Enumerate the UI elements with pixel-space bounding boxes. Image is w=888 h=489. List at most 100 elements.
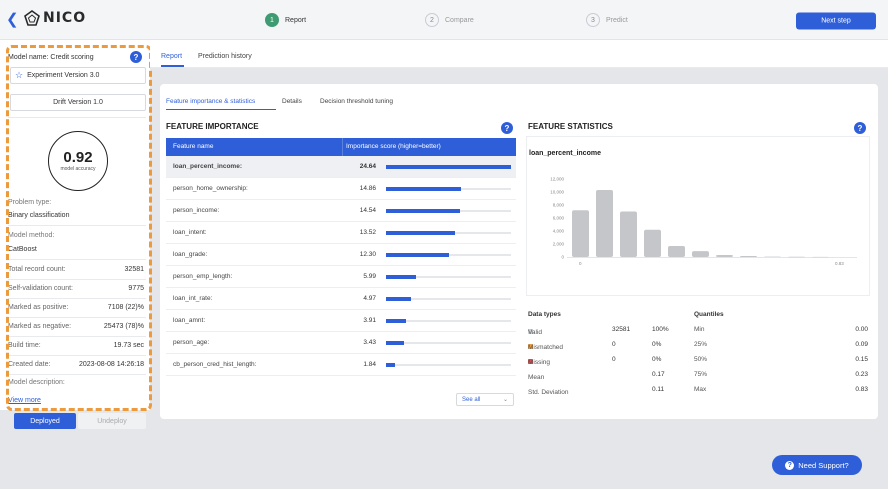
- step-report[interactable]: 1 Report: [265, 13, 306, 27]
- brand-name: NICO: [43, 10, 87, 26]
- report-card: Feature importance & statistics Details …: [160, 84, 878, 419]
- data-types-header: Data types: [528, 311, 561, 318]
- table-row[interactable]: loan_intent: 13.52: [166, 222, 516, 244]
- x-tick-label: 0: [579, 261, 582, 266]
- stat-percent: 0%: [652, 356, 662, 363]
- subtab-decision-threshold[interactable]: Decision threshold tuning: [320, 98, 393, 105]
- model-method-value: CatBoost: [8, 246, 37, 253]
- stat-percent: 100%: [652, 326, 669, 333]
- importance-value: 4.97: [363, 295, 376, 302]
- stat-type: Mean: [528, 374, 545, 381]
- quantile-label: Min: [694, 326, 705, 333]
- stat-count: 0: [612, 356, 616, 363]
- table-row[interactable]: loan_amnt: 3.91: [166, 310, 516, 332]
- y-tick-label: 12,000: [550, 177, 564, 182]
- feature-importance-title: FEATURE IMPORTANCE: [166, 122, 259, 131]
- stat-value: 9775: [128, 285, 144, 292]
- back-arrow-icon[interactable]: ❮: [6, 11, 19, 28]
- divider: [8, 225, 146, 226]
- histogram-feature-name: loan_percent_income: [529, 150, 601, 157]
- table-row[interactable]: person_home_ownership: 14.86: [166, 178, 516, 200]
- table-row[interactable]: cb_person_cred_hist_length: 1.84: [166, 354, 516, 376]
- importance-value: 24.64: [359, 163, 376, 170]
- importance-value: 13.52: [359, 229, 376, 236]
- stats-row: Missing 0 0% 50% 0.15: [528, 353, 868, 368]
- undeploy-button[interactable]: Undeploy: [78, 413, 146, 429]
- col-importance-score: Importance score (higher=better): [346, 143, 441, 150]
- step-label: Compare: [445, 16, 474, 24]
- importance-bar: [386, 319, 406, 323]
- importance-bar-track: [386, 209, 511, 213]
- importance-value: 5.99: [363, 273, 376, 280]
- stat-type: Valid: [528, 329, 542, 336]
- quantile-label: Max: [694, 386, 707, 393]
- y-tick-label: 10,000: [550, 190, 564, 195]
- feature-name: loan_percent_income:: [173, 163, 242, 170]
- help-icon[interactable]: ?: [501, 122, 513, 134]
- divider: [8, 298, 146, 299]
- next-step-button[interactable]: Next step: [796, 12, 876, 30]
- stat-percent: 0.11: [652, 386, 665, 393]
- histogram-bar: [644, 229, 661, 257]
- status-dot-icon: [528, 359, 533, 364]
- table-row[interactable]: loan_grade: 12.30: [166, 244, 516, 266]
- tab-prediction-history[interactable]: Prediction history: [198, 53, 252, 60]
- active-tab-indicator: [161, 65, 184, 67]
- feature-name: person_home_ownership:: [173, 185, 248, 192]
- quantile-value: 0.15: [855, 356, 868, 363]
- histogram-bar: [716, 255, 733, 257]
- drift-version-box[interactable]: Drift Version 1.0: [10, 94, 146, 111]
- accuracy-value: 0.92: [63, 149, 93, 166]
- step-compare[interactable]: 2 Compare: [425, 13, 474, 27]
- accuracy-label: model accuracy: [60, 166, 96, 172]
- experiment-version-box[interactable]: ☆ Experiment Version 3.0: [10, 67, 146, 84]
- feature-name: cb_person_cred_hist_length:: [173, 361, 257, 368]
- help-icon[interactable]: ?: [130, 51, 142, 63]
- divider: [8, 355, 146, 356]
- table-row[interactable]: person_age: 3.43: [166, 332, 516, 354]
- accuracy-circle: 0.92 model accuracy: [48, 131, 108, 191]
- stat-row: Self-validation count: 9775: [8, 285, 144, 292]
- subtab-feature-importance[interactable]: Feature importance & statistics: [166, 98, 256, 105]
- stat-value: 25473 (78)%: [103, 323, 144, 330]
- see-all-dropdown[interactable]: See all ⌄: [456, 393, 514, 406]
- divider: [8, 279, 146, 280]
- model-method-label: Model method:: [8, 232, 55, 239]
- feature-name: loan_amnt:: [173, 317, 206, 324]
- importance-bar: [386, 253, 449, 257]
- tab-report[interactable]: Report: [161, 53, 183, 60]
- stats-row: Mean 0.17 75% 0.23: [528, 368, 868, 383]
- stats-header-row: Data types Quantiles: [528, 308, 868, 323]
- subtab-details[interactable]: Details: [282, 98, 302, 105]
- view-more-link[interactable]: View more: [8, 397, 41, 404]
- chevron-down-icon: ⌄: [502, 397, 508, 403]
- help-icon[interactable]: ?: [854, 122, 866, 134]
- importance-bar: [386, 231, 455, 235]
- table-row[interactable]: person_income: 14.54: [166, 200, 516, 222]
- table-row[interactable]: loan_percent_income: 24.64: [166, 156, 516, 178]
- step-number: 3: [586, 13, 600, 27]
- step-label: Predict: [606, 16, 628, 24]
- table-row[interactable]: person_emp_length: 5.99: [166, 266, 516, 288]
- stat-type: Mismatched: [528, 344, 564, 351]
- histogram-bar: [620, 211, 637, 257]
- stat-count: 0: [612, 341, 616, 348]
- problem-type-value: Binary classification: [8, 212, 70, 219]
- table-row[interactable]: loan_int_rate: 4.97: [166, 288, 516, 310]
- need-support-button[interactable]: ? Need Support?: [772, 455, 862, 475]
- col-feature-name: Feature name: [173, 143, 214, 150]
- stat-row: Build time: 19.73 sec: [8, 342, 144, 349]
- feature-table-header: Feature name Importance score (higher=be…: [166, 138, 516, 156]
- deployed-button[interactable]: Deployed: [14, 413, 76, 429]
- histogram-bar: [740, 256, 757, 257]
- status-dot-icon: [528, 329, 533, 334]
- question-icon: ?: [785, 460, 795, 470]
- top-bar: ❮ NICO 1 Report 2 Compare 3 Predict Next…: [0, 0, 888, 40]
- divider: [8, 317, 146, 318]
- stat-row: Marked as negative: 25473 (78)%: [8, 323, 144, 330]
- step-predict[interactable]: 3 Predict: [586, 13, 628, 27]
- stat-percent: 0%: [652, 341, 662, 348]
- stat-value: 7108 (22)%: [107, 304, 144, 311]
- star-icon[interactable]: ☆: [15, 70, 24, 80]
- importance-bar-track: [386, 187, 511, 191]
